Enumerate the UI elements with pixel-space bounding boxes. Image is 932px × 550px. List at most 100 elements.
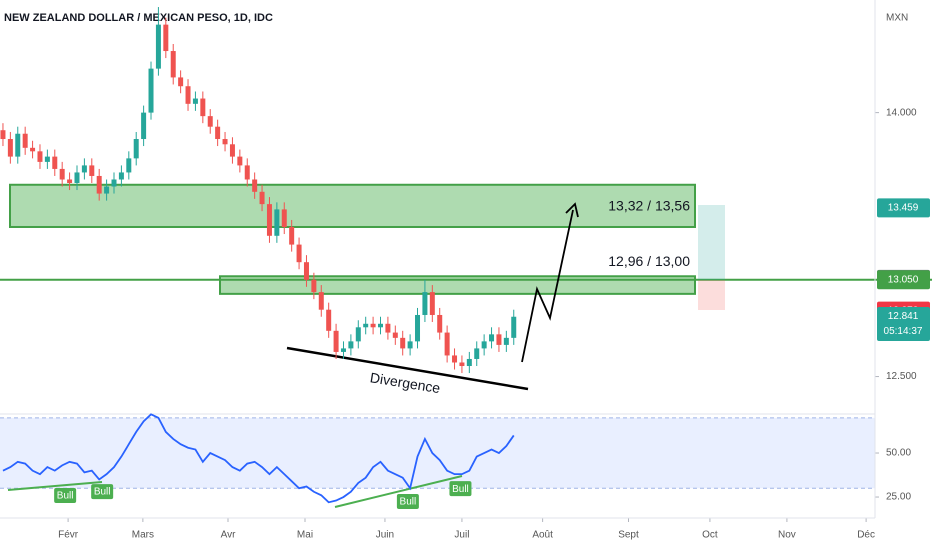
candle-body [289, 226, 295, 245]
bull-badge [54, 487, 77, 503]
candle-body [363, 323, 369, 328]
candle-body [429, 292, 435, 315]
candle-body [266, 204, 272, 236]
candle-body [459, 362, 465, 367]
candle-body [207, 116, 213, 127]
candle-body [215, 126, 221, 140]
candle-body [74, 172, 80, 184]
candle-body [407, 341, 413, 349]
candle-body [155, 24, 161, 69]
back-layer [0, 112, 932, 522]
rsi-line [2, 413, 515, 504]
candle-body [496, 334, 502, 345]
bull-label: Bull [57, 491, 74, 502]
candle-body [133, 139, 139, 159]
candle-body [333, 330, 339, 352]
candle-body [200, 98, 206, 117]
candle-body [318, 292, 324, 310]
bull-badge [396, 493, 419, 509]
bull-label: Bull [452, 484, 469, 495]
candle-body [296, 244, 302, 263]
candle-body [452, 355, 458, 363]
chart-title: NEW ZEALAND DOLLAR / MEXICAN PESO, 1D, I… [4, 12, 273, 24]
rsi-divergence-line [7, 481, 103, 491]
candle-body [355, 327, 361, 342]
price-label-bg [877, 270, 930, 290]
x-tick-label: Août [532, 530, 553, 541]
candle-body [437, 314, 443, 333]
candle-body [22, 133, 28, 148]
x-tick-label: Déc [857, 530, 875, 541]
rsi-divergence-line [334, 475, 463, 508]
price-label: 12.841 [888, 311, 919, 322]
candle-body [67, 179, 73, 184]
candle-body [59, 168, 65, 180]
candle-body [311, 279, 317, 293]
candle-body [192, 98, 198, 104]
x-tick-label: Avr [221, 530, 236, 541]
projection-arrow [521, 209, 574, 363]
candle-body [481, 341, 487, 349]
candle-body [326, 309, 332, 331]
candle-body [141, 112, 147, 140]
candle-body [0, 130, 6, 140]
candle-body [511, 316, 517, 338]
trend-line [286, 346, 529, 391]
y-tick-label: 12.500 [886, 371, 917, 382]
candle-body [89, 165, 95, 176]
candle-body [415, 314, 421, 342]
zone [9, 183, 696, 228]
price-label: 13.459 [888, 202, 919, 213]
candle-body [148, 68, 154, 113]
candle-body [185, 86, 191, 104]
candle-body [281, 209, 287, 227]
bull-label: Bull [400, 497, 417, 508]
candle-body [385, 323, 391, 333]
candle-body [422, 292, 428, 315]
bull-label: Bull [94, 487, 111, 498]
zone-label: 13,32 / 13,56 [608, 197, 690, 213]
x-tick-label: Mars [132, 530, 154, 541]
candle-body [237, 156, 243, 166]
candle-body [377, 323, 383, 328]
candle-body [274, 209, 280, 236]
candle-body [229, 144, 235, 157]
candle-body [466, 358, 472, 367]
candle-body [170, 51, 176, 78]
candle-body [52, 156, 58, 169]
countdown: 05:14:37 [884, 326, 923, 337]
candle-body [222, 139, 228, 145]
arrow-head [565, 202, 579, 218]
candle-body [37, 151, 43, 162]
candle-body [259, 191, 265, 205]
candle-body [111, 179, 117, 187]
candle-body [126, 158, 132, 173]
candle-body [340, 348, 346, 352]
y-tick-label: 14.000 [886, 107, 917, 118]
candle-body [15, 133, 21, 157]
x-tick-label: Oct [702, 530, 718, 541]
price-label-bg [877, 307, 930, 342]
candle-body [178, 77, 184, 87]
candle-body [96, 175, 102, 194]
candle-body [252, 179, 258, 192]
x-tick-label: Févr [58, 530, 79, 541]
rsi-tick-label: 25.00 [886, 492, 911, 503]
currency-label: MXN [886, 13, 908, 24]
candle-body [392, 332, 398, 338]
candle-body [444, 332, 450, 356]
candle-body [244, 165, 250, 180]
candle-body [348, 341, 354, 349]
candle-body [118, 172, 124, 180]
target-box [698, 205, 725, 280]
bull-badge [91, 484, 114, 500]
price-label-bg [877, 198, 930, 218]
candle-body [30, 147, 36, 152]
x-tick-label: Sept [618, 530, 639, 541]
candle-body [163, 24, 169, 52]
candle-body [104, 186, 110, 194]
candle-body [474, 348, 480, 359]
candle-body [7, 139, 13, 157]
candle-body [370, 323, 376, 328]
